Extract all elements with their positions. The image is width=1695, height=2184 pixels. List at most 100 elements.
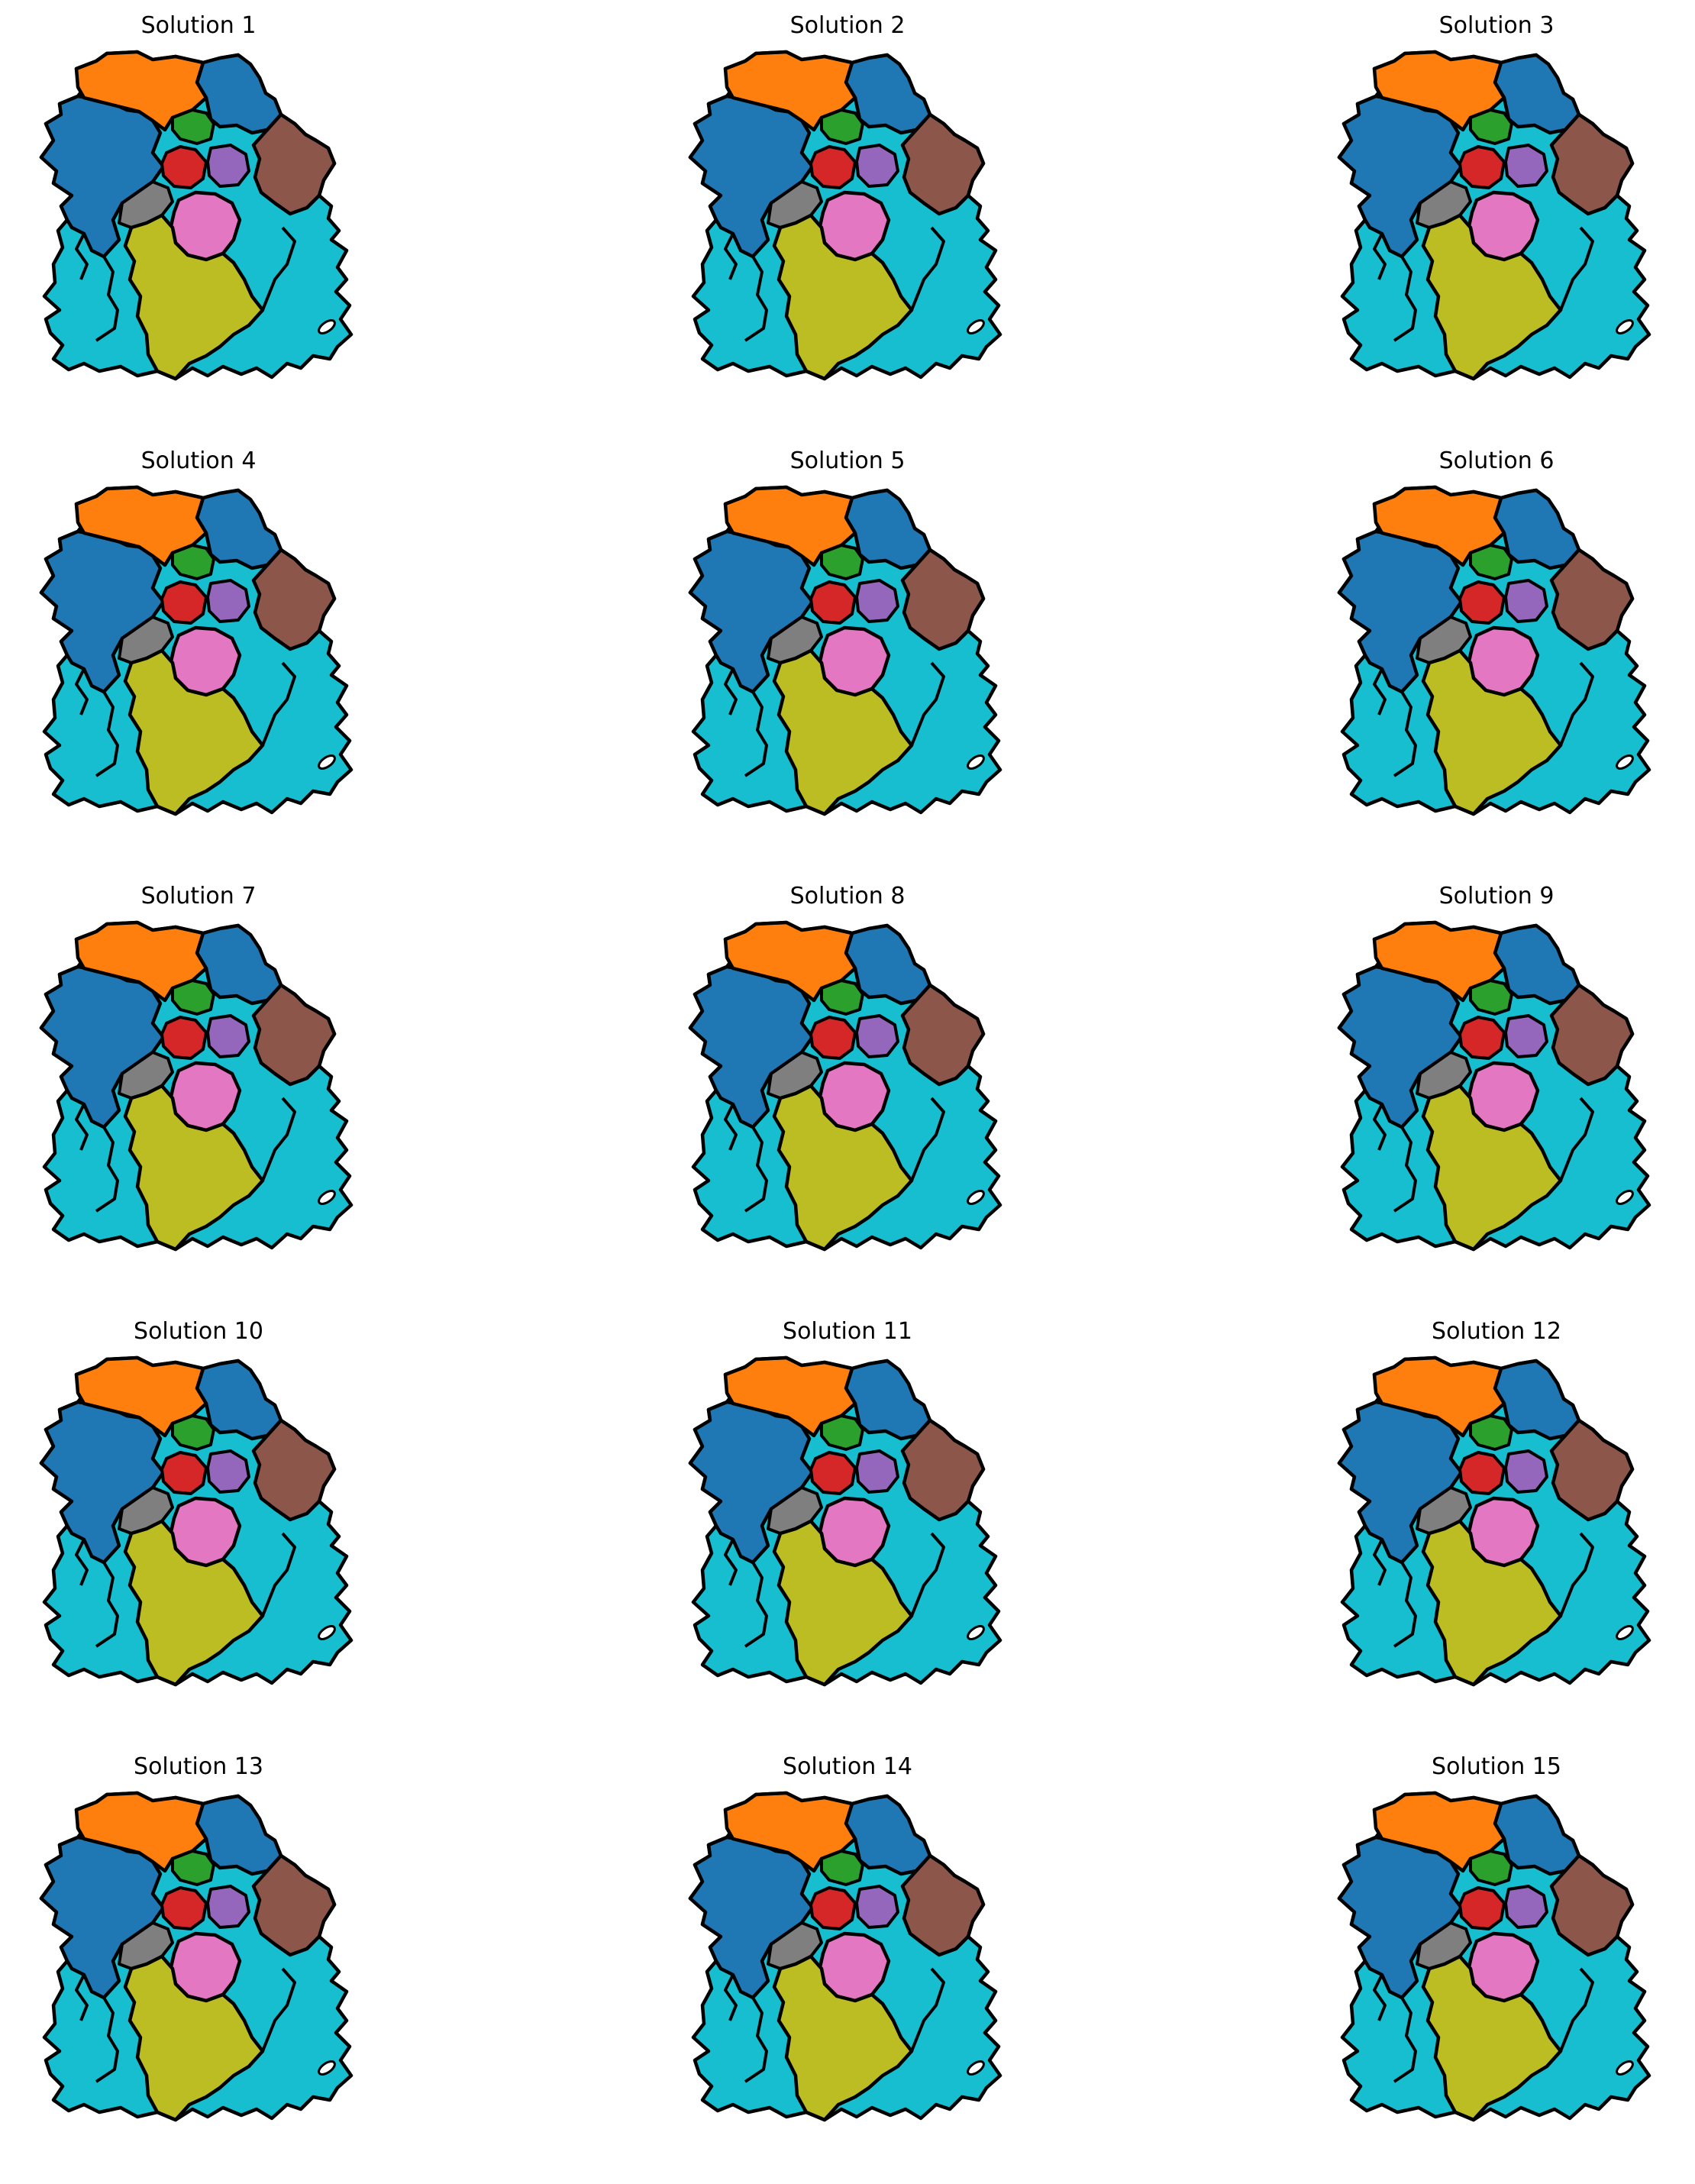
- district-purple: [206, 1449, 250, 1494]
- inner-boundary: [1373, 1532, 1594, 1648]
- lake-mark: [967, 1190, 985, 1205]
- map-panel-15: Solution 15: [1321, 1752, 1672, 2149]
- district-green: [171, 1414, 215, 1451]
- district-purple: [206, 1014, 250, 1058]
- lake-mark: [967, 2060, 985, 2076]
- district-green: [820, 1850, 864, 1886]
- district-map: [688, 50, 1002, 381]
- district-olive: [772, 1084, 914, 1252]
- inner-boundary: [1373, 1967, 1594, 2083]
- district-red: [809, 1451, 857, 1495]
- district-brown: [1549, 983, 1635, 1087]
- lake-mark: [1616, 1625, 1634, 1640]
- district-map: [1337, 50, 1651, 381]
- district-red: [1458, 145, 1506, 189]
- lake-mark: [318, 1625, 336, 1640]
- district-brown: [1549, 1418, 1635, 1522]
- district-red: [809, 1886, 857, 1930]
- district-red: [1458, 1886, 1506, 1930]
- district-purple: [855, 1885, 899, 1929]
- district-green: [820, 1414, 864, 1451]
- district-olive: [123, 1954, 265, 2122]
- district-brown: [900, 1853, 986, 1957]
- district-purple: [206, 579, 250, 623]
- district-red: [809, 1016, 857, 1060]
- district-brown: [900, 1418, 986, 1522]
- district-purple: [1504, 1449, 1548, 1494]
- district-purple: [206, 144, 250, 188]
- map-panel-9: Solution 9: [1321, 881, 1672, 1278]
- district-green: [171, 108, 215, 145]
- lake-mark: [318, 2060, 336, 2076]
- district-olive: [1421, 1954, 1563, 2122]
- district-red: [160, 580, 208, 625]
- lake-mark: [1616, 319, 1634, 334]
- lake-mark: [967, 319, 985, 334]
- district-purple: [855, 579, 899, 623]
- inner-boundary: [1373, 226, 1594, 342]
- panel-title: Solution 3: [1438, 12, 1555, 39]
- district-olive: [772, 213, 914, 381]
- district-red: [160, 145, 208, 189]
- lake-mark: [967, 754, 985, 770]
- lake-mark: [318, 1190, 336, 1205]
- district-olive: [772, 648, 914, 816]
- district-purple: [855, 1014, 899, 1058]
- panel-title: Solution 2: [789, 12, 906, 39]
- panel-title: Solution 4: [140, 447, 257, 474]
- panel-title: Solution 6: [1438, 447, 1555, 474]
- district-red: [1458, 580, 1506, 625]
- panel-title: Solution 10: [134, 1318, 263, 1345]
- district-olive: [1421, 1084, 1563, 1252]
- map-panel-12: Solution 12: [1321, 1317, 1672, 1714]
- map-panel-6: Solution 6: [1321, 446, 1672, 843]
- panel-title: Solution 14: [783, 1753, 912, 1780]
- district-red: [160, 1451, 208, 1495]
- district-green: [820, 108, 864, 145]
- panel-title: Solution 8: [789, 883, 906, 909]
- map-panel-11: Solution 11: [672, 1317, 1023, 1714]
- lake-mark: [1616, 754, 1634, 770]
- district-map: [39, 920, 354, 1252]
- lake-mark: [1616, 2060, 1634, 2076]
- district-map: [39, 50, 354, 381]
- district-brown: [900, 548, 986, 651]
- district-purple: [855, 1449, 899, 1494]
- district-purple: [1504, 1014, 1548, 1058]
- inner-boundary: [1373, 661, 1594, 777]
- map-panel-8: Solution 8: [672, 881, 1023, 1278]
- district-olive: [772, 1519, 914, 1687]
- district-olive: [1421, 648, 1563, 816]
- map-panel-5: Solution 5: [672, 446, 1023, 843]
- inner-boundary: [724, 1967, 945, 2083]
- district-olive: [772, 1954, 914, 2122]
- district-map: [1337, 1355, 1651, 1687]
- district-brown: [1549, 1853, 1635, 1957]
- district-red: [160, 1016, 208, 1060]
- district-map: [1337, 485, 1651, 816]
- district-olive: [123, 648, 265, 816]
- district-green: [171, 979, 215, 1016]
- inner-boundary: [1373, 1097, 1594, 1213]
- district-brown: [900, 112, 986, 216]
- district-red: [809, 580, 857, 625]
- district-purple: [1504, 1885, 1548, 1929]
- district-green: [1469, 108, 1513, 145]
- map-panel-7: Solution 7: [23, 881, 374, 1278]
- map-panel-1: Solution 1: [23, 11, 374, 408]
- district-brown: [251, 1418, 337, 1522]
- inner-boundary: [75, 1967, 296, 2083]
- district-brown: [251, 1853, 337, 1957]
- district-red: [1458, 1451, 1506, 1495]
- panel-title: Solution 9: [1438, 883, 1555, 909]
- district-purple: [1504, 144, 1548, 188]
- district-red: [809, 145, 857, 189]
- district-olive: [1421, 1519, 1563, 1687]
- panel-title: Solution 13: [134, 1753, 263, 1780]
- inner-boundary: [724, 226, 945, 342]
- inner-boundary: [724, 1097, 945, 1213]
- district-map: [688, 485, 1002, 816]
- panel-title: Solution 15: [1432, 1753, 1561, 1780]
- map-panel-14: Solution 14: [672, 1752, 1023, 2149]
- district-red: [1458, 1016, 1506, 1060]
